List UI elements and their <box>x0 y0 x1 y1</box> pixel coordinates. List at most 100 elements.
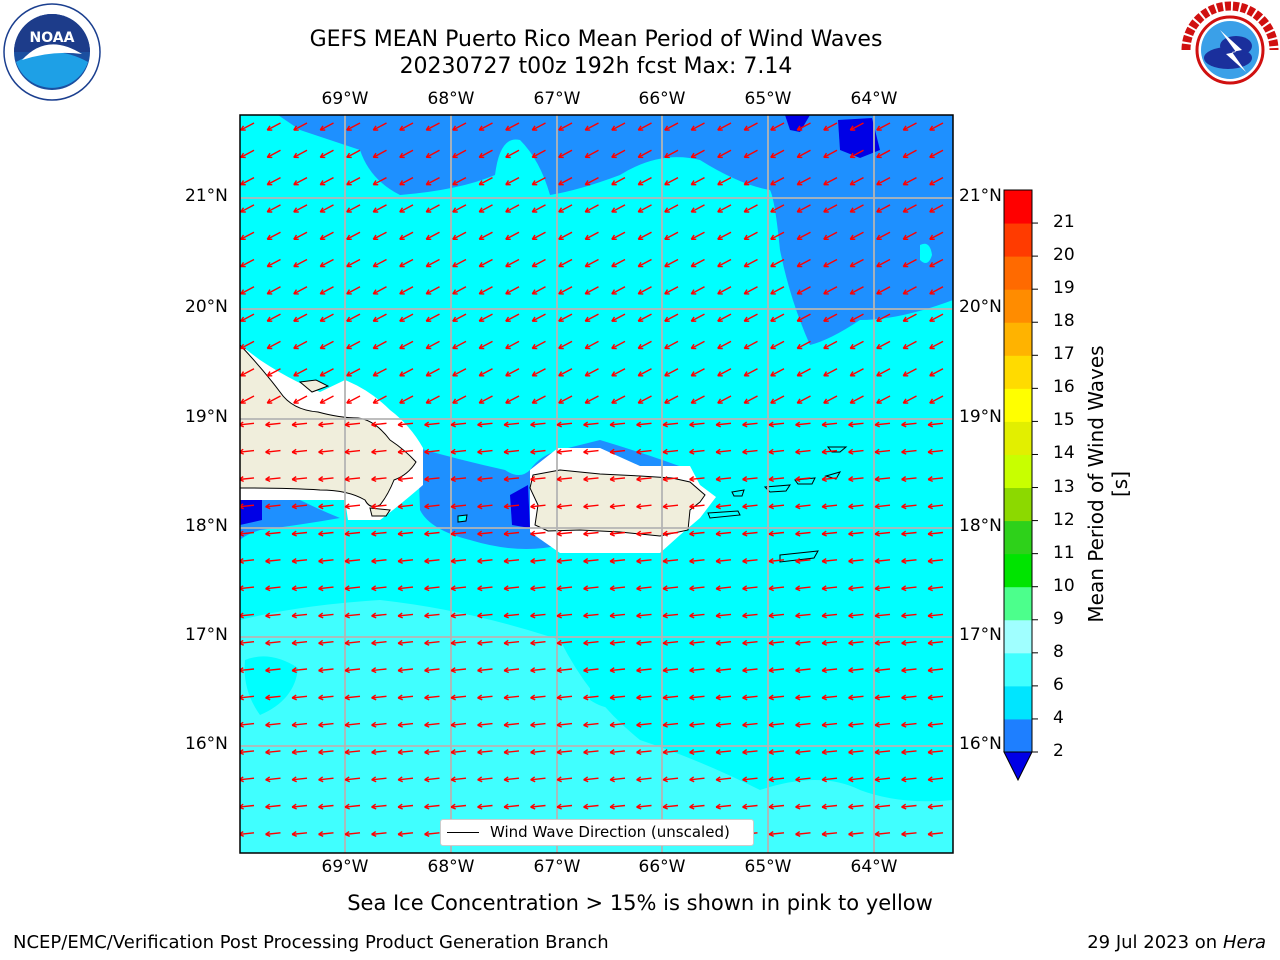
wind-wave-arrowhead <box>929 343 935 350</box>
wind-wave-arrowhead <box>240 694 244 701</box>
wind-wave-arrow <box>822 777 838 781</box>
wind-wave-arrowhead <box>823 180 829 186</box>
wind-wave-arrow <box>398 695 414 699</box>
wind-wave-arrowhead <box>371 776 377 783</box>
wind-wave-arrow <box>398 586 414 590</box>
wind-wave-arrow <box>769 804 785 808</box>
wind-wave-arrow <box>292 531 308 535</box>
wind-wave-arrow <box>557 722 573 726</box>
wind-wave-arrow <box>424 504 440 508</box>
wind-wave-arrow <box>901 777 917 781</box>
wind-wave-arrow <box>610 750 626 754</box>
wind-wave-arrowhead <box>690 289 697 295</box>
wind-wave-arrowhead <box>503 803 509 810</box>
wind-wave-arrow <box>266 204 281 213</box>
wind-wave-arrow <box>398 559 414 563</box>
wind-wave-arrowhead <box>742 557 748 564</box>
wind-wave-arrowhead <box>636 476 642 483</box>
wind-wave-arrow <box>769 722 785 726</box>
wind-wave-arrow <box>293 395 308 404</box>
wind-wave-arrowhead <box>452 207 458 213</box>
wind-wave-arrow <box>477 750 493 754</box>
wind-wave-arrowhead <box>291 585 297 592</box>
wind-wave-arrowhead <box>717 234 723 240</box>
wind-wave-arrowhead <box>397 612 403 619</box>
wind-wave-arrow <box>848 668 864 672</box>
wind-wave-arrowhead <box>344 776 350 783</box>
wind-wave-arrowhead <box>770 261 776 268</box>
wind-wave-arrowhead <box>556 557 562 564</box>
wind-wave-arrow <box>823 149 838 158</box>
wind-wave-arrowhead <box>848 476 854 483</box>
wind-wave-arrow <box>505 204 520 213</box>
wind-wave-arrowhead <box>266 234 273 240</box>
wind-wave-arrow <box>345 559 361 563</box>
wind-wave-arrow <box>611 231 626 240</box>
wind-wave-arrowhead <box>583 612 589 619</box>
wind-wave-arrowhead <box>477 476 483 483</box>
wind-wave-arrowhead <box>636 776 642 783</box>
wind-wave-arrow <box>689 695 705 699</box>
wind-wave-arrowhead <box>584 398 591 404</box>
wind-wave-arrowhead <box>690 207 697 213</box>
wind-wave-arrow <box>292 477 308 481</box>
wind-wave-arrow <box>451 722 467 726</box>
wind-wave-arrow <box>240 258 255 268</box>
wind-wave-arrowhead <box>823 343 829 350</box>
wind-wave-arrow <box>822 668 838 672</box>
wind-wave-arrow <box>690 176 705 186</box>
wind-wave-arrowhead <box>371 639 377 646</box>
wind-wave-arrow <box>876 368 891 377</box>
wind-wave-arrow <box>425 368 440 377</box>
wind-wave-arrow <box>823 122 838 131</box>
wind-wave-arrowhead <box>770 207 776 213</box>
wind-wave-arrow <box>346 122 361 131</box>
wind-wave-arrow <box>770 395 785 404</box>
wind-wave-arrow <box>823 313 838 322</box>
graticule <box>240 115 953 853</box>
wind-wave-arrowhead <box>452 398 458 404</box>
wind-wave-arrowhead <box>717 261 723 268</box>
wind-wave-arrow <box>689 586 705 590</box>
wind-wave-arrowhead <box>240 557 244 564</box>
wind-wave-arrowhead <box>662 585 668 592</box>
wind-wave-arrow <box>901 722 917 726</box>
wind-wave-arrowhead <box>583 667 589 674</box>
wind-wave-arrow <box>823 204 838 213</box>
wind-wave-arrowhead <box>240 343 246 350</box>
wind-wave-arrow <box>584 204 599 213</box>
wind-wave-arrowhead <box>583 530 589 537</box>
wind-wave-arrow <box>346 340 361 350</box>
wind-wave-arrow <box>451 668 467 672</box>
wind-wave-arrow <box>372 176 387 186</box>
wind-wave-arrow <box>530 477 546 481</box>
wind-wave-arrow <box>611 258 626 268</box>
wind-wave-arrow <box>717 122 732 131</box>
wind-wave-arrowhead <box>795 448 801 455</box>
wind-wave-arrow <box>424 668 440 672</box>
lat-label-left: 19°N <box>185 407 228 427</box>
wind-wave-arrowhead <box>690 180 697 186</box>
wind-wave-arrow <box>690 122 705 131</box>
wind-wave-arrowhead <box>265 530 271 537</box>
wind-wave-arrowhead <box>637 207 644 213</box>
wind-wave-arrowhead <box>927 694 933 701</box>
wind-wave-arrow <box>293 368 308 377</box>
wind-wave-arrowhead <box>344 585 350 592</box>
wind-wave-arrowhead <box>346 234 352 240</box>
wind-wave-arrow <box>848 422 864 426</box>
wind-wave-arrowhead <box>874 639 880 646</box>
wind-wave-arrow <box>505 149 520 158</box>
wind-wave-arrow <box>583 804 599 808</box>
wind-wave-arrow <box>558 286 573 295</box>
wind-wave-arrow <box>929 231 944 240</box>
wind-wave-arrow <box>795 832 811 836</box>
wind-wave-arrowhead <box>450 694 456 701</box>
wind-wave-arrowhead <box>265 448 271 455</box>
wind-wave-arrowhead <box>715 639 721 646</box>
wind-wave-arrowhead <box>927 557 933 564</box>
wind-wave-arrow <box>689 422 705 426</box>
wind-wave-arrow <box>823 176 838 186</box>
wind-wave-arrowhead <box>902 261 909 268</box>
wind-wave-arrowhead <box>929 152 935 159</box>
